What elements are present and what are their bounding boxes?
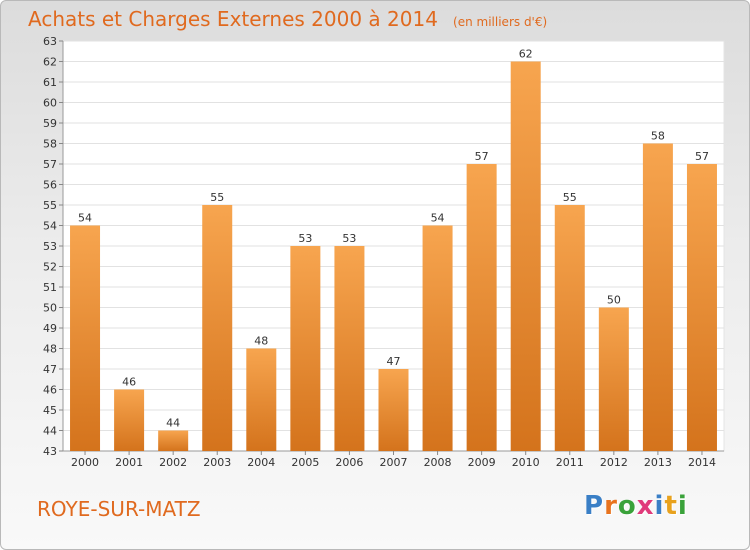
x-tick-label: 2013 (644, 456, 672, 469)
logo-letter: x (636, 491, 655, 521)
logo-letter: r (604, 491, 618, 521)
data-label: 58 (651, 130, 665, 143)
x-tick-label: 2006 (335, 456, 363, 469)
x-tick-label: 2002 (159, 456, 187, 469)
bar (246, 348, 277, 451)
x-tick-label: 2011 (556, 456, 584, 469)
data-label: 44 (166, 417, 180, 430)
y-tick-label: 49 (43, 322, 57, 335)
y-tick-label: 50 (43, 302, 57, 315)
bar (422, 225, 453, 451)
y-tick-label: 54 (43, 220, 57, 233)
y-tick-label: 55 (43, 199, 57, 212)
logo-letter: i (677, 491, 688, 521)
y-tick-label: 59 (43, 117, 57, 130)
y-tick-label: 53 (43, 240, 57, 253)
data-label: 54 (431, 212, 445, 225)
y-tick-label: 44 (43, 425, 57, 438)
y-tick-label: 46 (43, 384, 57, 397)
chart-title: Achats et Charges Externes 2000 à 2014 (28, 7, 438, 31)
bar (598, 307, 629, 451)
title-row: Achats et Charges Externes 2000 à 2014 (… (28, 7, 547, 31)
bar (334, 246, 365, 451)
data-label: 46 (122, 376, 136, 389)
data-label: 55 (563, 191, 577, 204)
bar (510, 61, 541, 451)
x-tick-label: 2000 (71, 456, 99, 469)
proxiti-logo: Proxiti (584, 491, 688, 521)
bar (554, 205, 585, 451)
bar (378, 369, 409, 451)
data-label: 57 (475, 150, 489, 163)
data-label: 50 (607, 294, 621, 307)
bars (70, 61, 717, 451)
y-tick-label: 52 (43, 261, 57, 274)
bar (114, 389, 145, 451)
x-tick-label: 2014 (688, 456, 716, 469)
x-tick-label: 2005 (291, 456, 319, 469)
y-tick-label: 61 (43, 76, 57, 89)
data-label: 53 (342, 232, 356, 245)
x-tick-label: 2010 (512, 456, 540, 469)
bar (202, 205, 233, 451)
y-tick-label: 63 (43, 35, 57, 48)
logo-letter: o (617, 491, 637, 521)
x-tick-labels: 2000 2001 2002 2003 2004 2005 2006 2007 2008 2009… (71, 451, 716, 469)
data-label: 54 (78, 212, 92, 225)
data-label: 57 (695, 150, 709, 163)
logo-letter: t (664, 491, 678, 521)
y-tick-label: 48 (43, 343, 57, 356)
data-labels: 54 46 44 55 48 53 53 47 54 57 62 55 50 58 57 (78, 48, 709, 430)
y-tick-label: 47 (43, 363, 57, 376)
bar (466, 164, 497, 451)
town-name: ROYE-SUR-MATZ (37, 497, 201, 521)
x-tick-label: 2009 (468, 456, 496, 469)
logo-letter: i (654, 491, 665, 521)
chart-subtitle: (en milliers d'€) (453, 15, 548, 29)
data-label: 53 (298, 232, 312, 245)
data-label: 62 (519, 48, 533, 61)
bar (290, 246, 321, 451)
y-tick-label: 51 (43, 281, 57, 294)
x-tick-label: 2012 (600, 456, 628, 469)
bar (686, 164, 717, 451)
y-tick-label: 45 (43, 404, 57, 417)
y-tick-label: 56 (43, 179, 57, 192)
y-tick-label: 60 (43, 97, 57, 110)
logo-letter: P (584, 491, 605, 521)
y-tick-label: 58 (43, 138, 57, 151)
x-tick-label: 2003 (203, 456, 231, 469)
y-tick-label: 43 (43, 445, 57, 458)
bar (70, 225, 101, 451)
x-tick-label: 2001 (115, 456, 143, 469)
y-tick-labels: 43 44 45 46 47 48 49 50 51 52 53 54 55 56 57 58 59 60 61 62… (43, 35, 63, 458)
x-tick-label: 2004 (247, 456, 275, 469)
x-tick-label: 2008 (424, 456, 452, 469)
data-label: 48 (254, 335, 268, 348)
data-label: 55 (210, 191, 224, 204)
bar (642, 143, 673, 451)
y-tick-label: 57 (43, 158, 57, 171)
x-tick-label: 2007 (380, 456, 408, 469)
y-tick-label: 62 (43, 56, 57, 69)
bar (158, 430, 189, 451)
data-label: 47 (387, 355, 401, 368)
